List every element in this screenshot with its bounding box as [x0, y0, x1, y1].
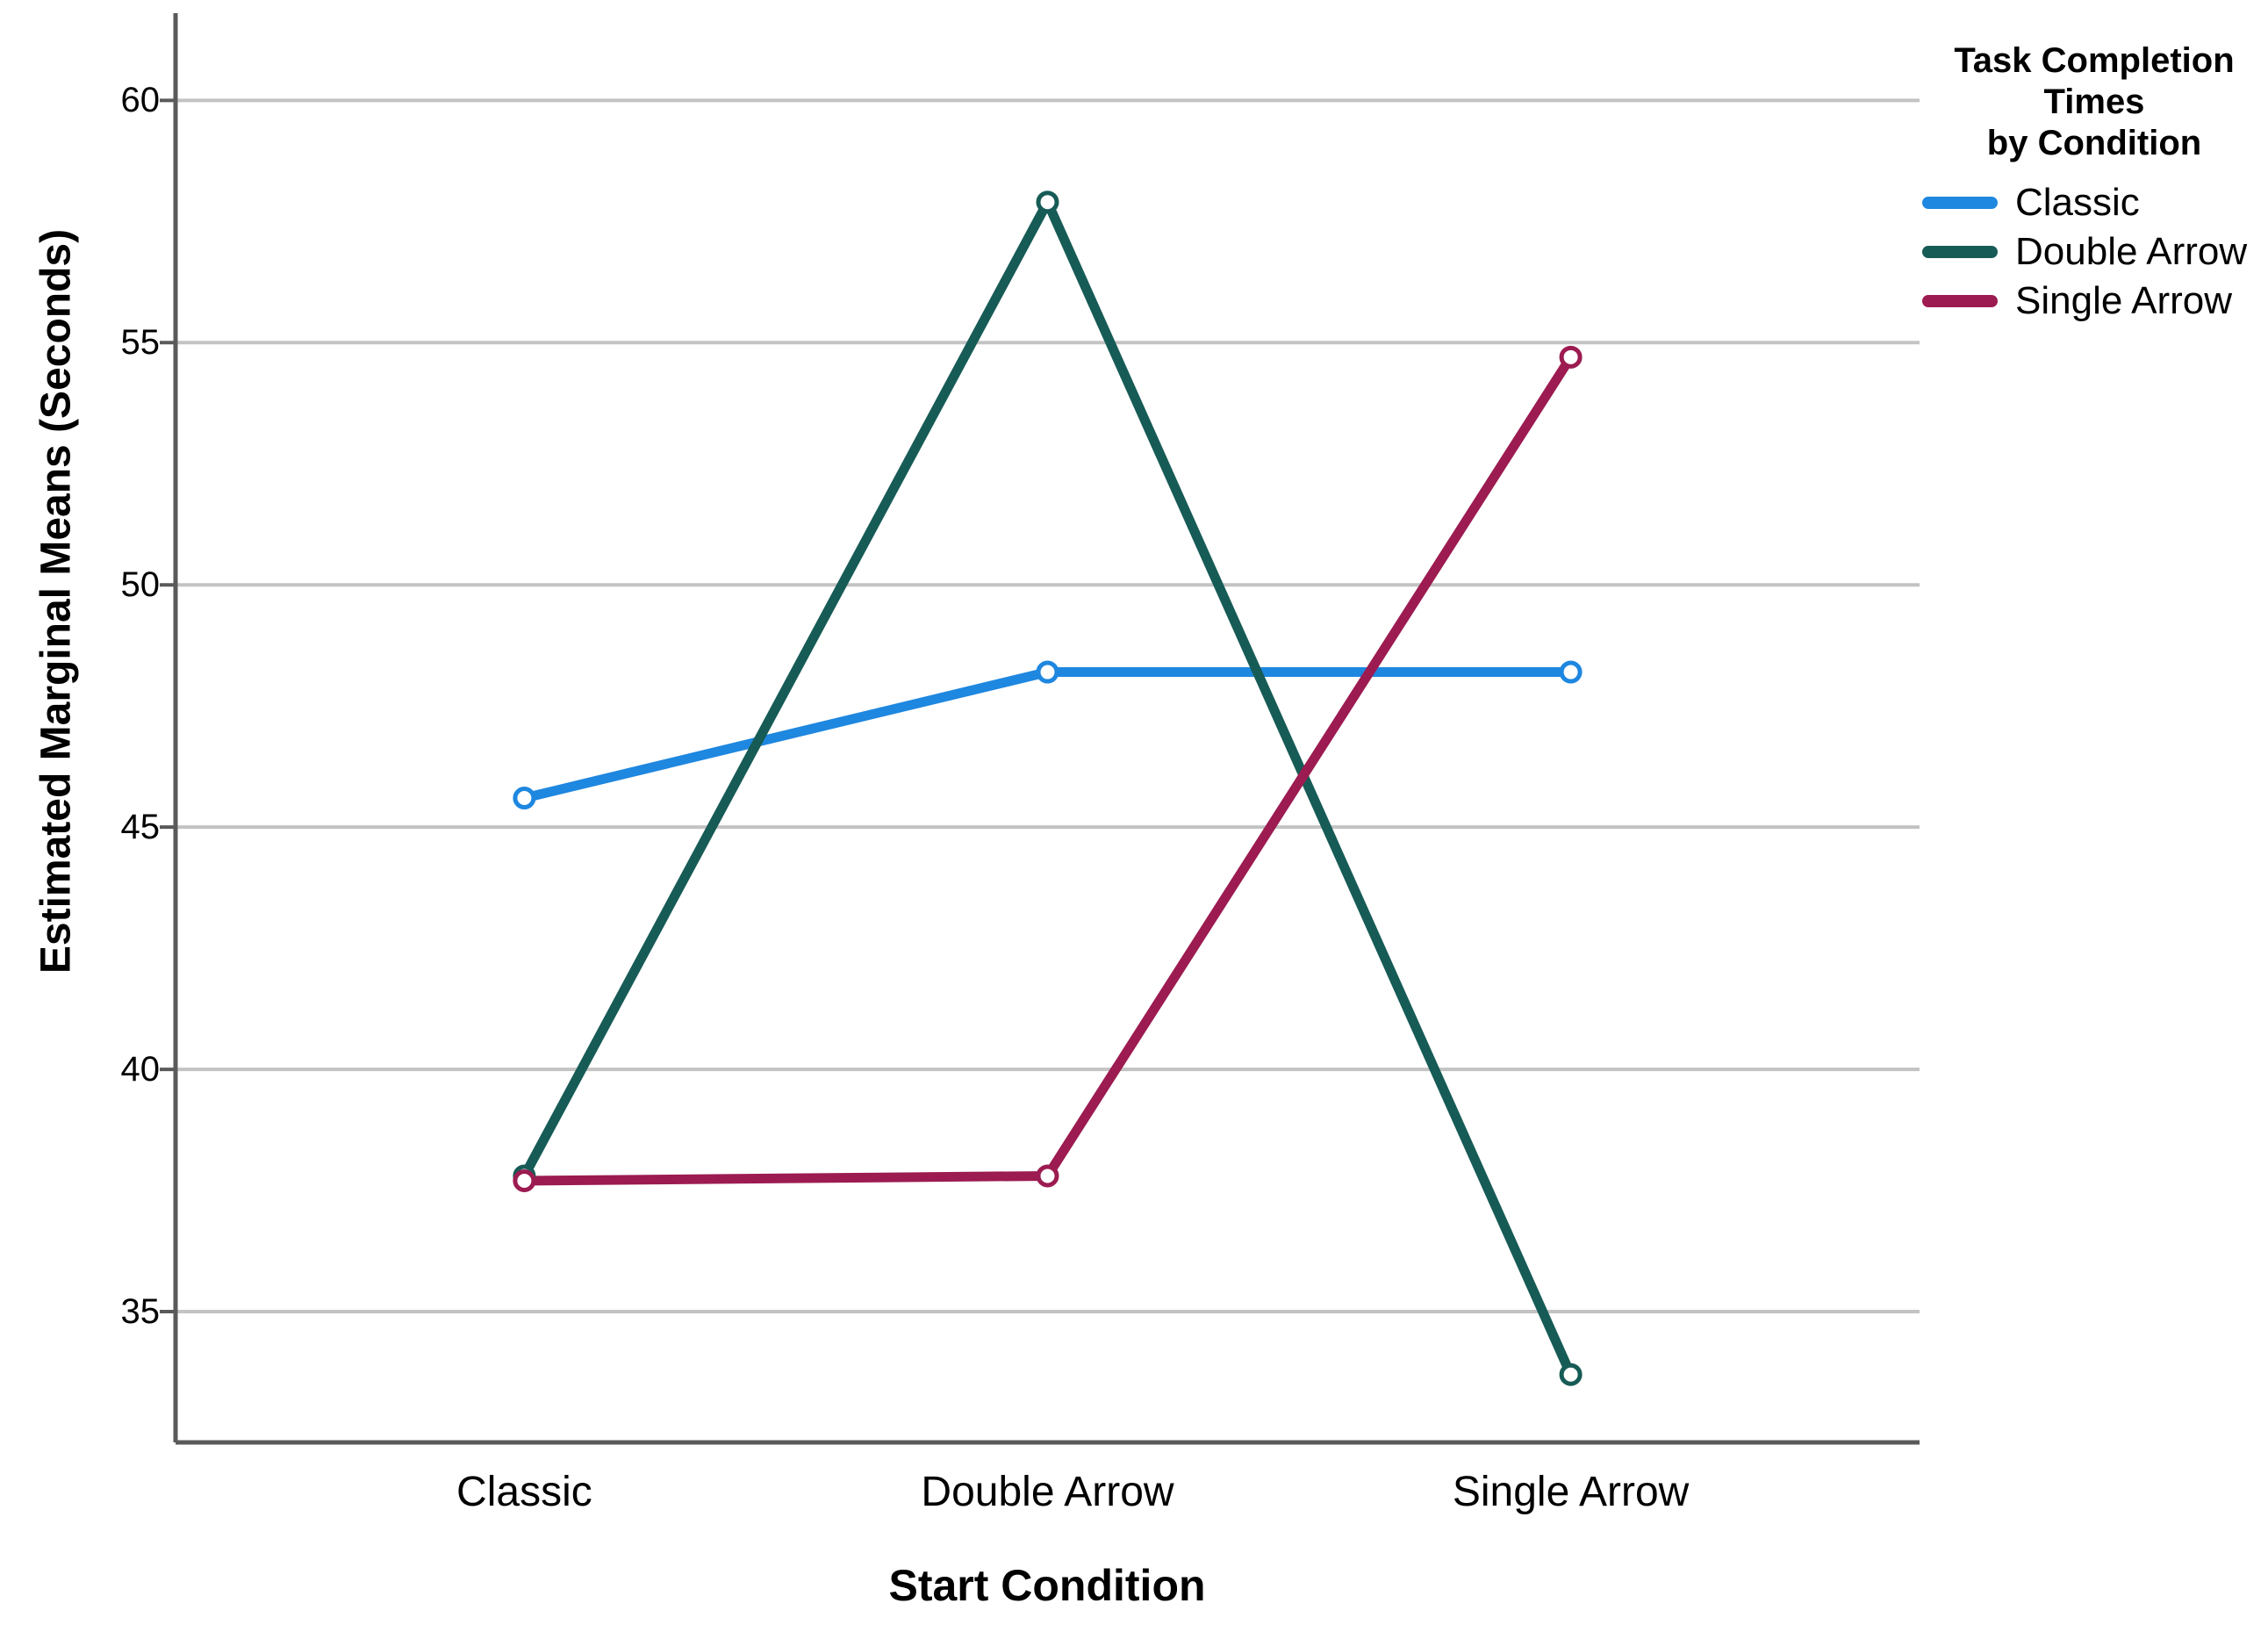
plot-area [160, 13, 1920, 1445]
y-tick-label-50: 50 [120, 565, 161, 605]
legend-label-double-arrow: Double Arrow [2015, 230, 2248, 273]
legend-entry-single-arrow: Single Arrow [1922, 277, 2266, 326]
legend-title-line-2: Times [2043, 83, 2145, 121]
chart-canvas [160, 13, 1920, 1445]
legend-title-line-1: Task Completion [1954, 41, 2235, 80]
legend-swatch-double-arrow-icon [1922, 246, 1998, 258]
series-line-single-arrow [519, 352, 1576, 1186]
y-tick-label-35: 35 [120, 1291, 161, 1331]
legend-label-single-arrow: Single Arrow [2015, 279, 2233, 322]
y-tick-label-40: 40 [120, 1050, 161, 1089]
legend-title: Task Completion Times by Condition [1922, 40, 2266, 164]
marker-single-arrow-at-single-arrow [1559, 345, 1583, 369]
legend-entry-double-arrow: Double Arrow [1922, 227, 2266, 277]
series-line-classic [519, 667, 1576, 803]
legend-title-line-3: by Condition [1986, 124, 2202, 162]
marker-single-arrow-at-double-arrow [1036, 1164, 1059, 1188]
x-category-labels: Classic Double Arrow Single Arrow [0, 1468, 2268, 1521]
x-category-label-classic: Classic [456, 1469, 592, 1515]
x-category-label-single-arrow: Single Arrow [1452, 1469, 1690, 1515]
marker-double-arrow-at-single-arrow [1559, 1363, 1583, 1386]
legend-label-classic: Classic [2015, 181, 2140, 224]
series-line-double-arrow [519, 191, 1576, 1380]
legend-swatch-classic-icon [1922, 197, 1998, 209]
marker-classic-at-single-arrow [1559, 660, 1583, 684]
legend-entries: Classic Double Arrow Single Arrow [1922, 178, 2266, 326]
legend: Task Completion Times by Condition Class… [1922, 40, 2266, 326]
marker-double-arrow-at-double-arrow [1036, 191, 1059, 214]
y-tick-label-55: 55 [120, 323, 161, 363]
marker-single-arrow-at-classic [513, 1168, 536, 1192]
x-axis-title: Start Condition [888, 1561, 1206, 1610]
marker-classic-at-double-arrow [1036, 660, 1059, 684]
marker-classic-at-classic [513, 787, 536, 810]
legend-swatch-single-arrow-icon [1922, 295, 1998, 307]
legend-entry-classic: Classic [1922, 178, 2266, 227]
y-tick-label-45: 45 [120, 808, 161, 847]
x-category-label-double-arrow: Double Arrow [921, 1469, 1174, 1515]
y-tick-label-60: 60 [120, 81, 161, 120]
